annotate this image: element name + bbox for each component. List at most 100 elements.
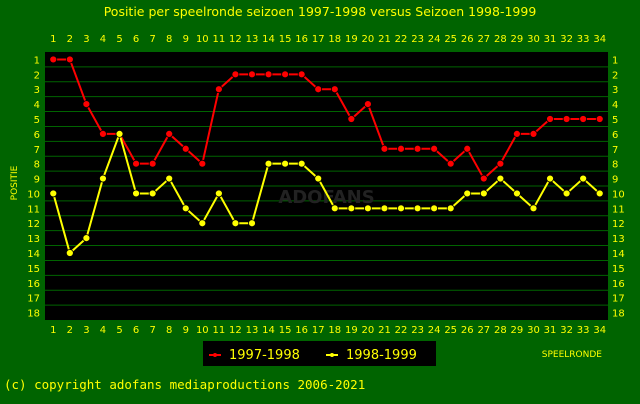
data-point-1 [264, 159, 273, 168]
data-point-0 [330, 85, 339, 94]
data-point-1 [281, 159, 290, 168]
data-point-0 [281, 70, 290, 79]
y-tick-label-left: 11 [27, 204, 40, 215]
x-tick-label-top: 9 [183, 34, 189, 45]
x-tick-label-bottom: 2 [67, 325, 73, 336]
data-point-0 [181, 144, 190, 153]
x-tick-label-top: 15 [279, 34, 292, 45]
x-tick-label-bottom: 16 [295, 325, 308, 336]
data-point-1 [579, 174, 588, 183]
data-point-0 [248, 70, 256, 79]
x-tick-label-top: 7 [149, 34, 155, 45]
y-axis-label: POSITIE [10, 165, 20, 200]
x-tick-label-bottom: 20 [362, 325, 375, 336]
legend-marker-0 [213, 353, 217, 357]
data-point-1 [181, 204, 190, 213]
legend-label-1: 1998-1999 [346, 348, 417, 363]
watermark-logo: ADOFANS [278, 187, 374, 208]
x-tick-label-bottom: 1 [50, 325, 56, 336]
x-tick-label-bottom: 12 [229, 325, 242, 336]
y-tick-label-left: 10 [27, 189, 40, 200]
data-point-0 [579, 115, 588, 123]
y-tick-label-left: 7 [34, 145, 40, 156]
data-point-0 [165, 129, 174, 138]
series-line-0 [53, 58, 600, 181]
data-point-0 [297, 70, 306, 79]
y-tick-label-left: 3 [34, 85, 40, 96]
data-point-0 [363, 100, 372, 109]
x-tick-label-top: 8 [166, 34, 172, 45]
data-point-1 [297, 159, 306, 168]
data-point-1 [214, 189, 223, 198]
data-point-1 [115, 129, 124, 138]
data-point-0 [231, 70, 240, 79]
data-point-0 [347, 115, 356, 123]
x-tick-label-top: 27 [477, 34, 490, 45]
y-tick-label-right: 15 [612, 264, 625, 275]
y-tick-label-right: 6 [612, 130, 618, 141]
y-tick-label-right: 12 [612, 219, 625, 230]
data-point-0 [446, 159, 455, 168]
chart-title: Positie per speelronde seizoen 1997-1998… [104, 4, 537, 19]
x-tick-label-top: 28 [494, 34, 507, 45]
data-point-1 [347, 204, 356, 213]
x-tick-label-bottom: 33 [577, 325, 590, 336]
legend-marker-1 [330, 353, 334, 357]
x-tick-label-bottom: 14 [262, 325, 275, 336]
y-tick-label-left: 16 [27, 279, 40, 290]
y-tick-label-right: 3 [612, 85, 618, 96]
x-axis-label: SPEELRONDE [542, 350, 603, 360]
data-point-1 [165, 174, 174, 183]
x-tick-label-top: 4 [100, 34, 106, 45]
data-point-0 [413, 144, 422, 153]
y-tick-label-right: 4 [612, 100, 618, 111]
data-point-1 [198, 219, 207, 228]
data-point-0 [546, 115, 554, 123]
x-tick-label-top: 21 [378, 34, 391, 45]
x-tick-label-top: 10 [196, 34, 209, 45]
plot-area: ADOFANS112233445566778899101011111212131… [27, 34, 624, 336]
x-tick-label-top: 3 [83, 34, 89, 45]
x-tick-label-top: 18 [328, 34, 341, 45]
y-tick-label-left: 13 [27, 234, 40, 245]
x-tick-label-bottom: 13 [246, 325, 259, 336]
data-point-1 [314, 174, 323, 183]
y-tick-label-left: 5 [34, 115, 40, 126]
data-point-0 [132, 159, 140, 168]
x-tick-label-top: 26 [461, 34, 474, 45]
x-tick-label-bottom: 7 [149, 325, 155, 336]
x-tick-label-bottom: 6 [133, 325, 139, 336]
x-tick-label-top: 5 [116, 34, 122, 45]
x-tick-label-top: 6 [133, 34, 139, 45]
data-point-1 [562, 189, 571, 198]
copyright-text: (c) copyright adofans mediaproductions 2… [4, 377, 365, 392]
y-tick-label-right: 2 [612, 70, 618, 81]
y-tick-label-left: 18 [27, 309, 40, 320]
y-tick-label-left: 1 [34, 55, 40, 66]
data-point-1 [248, 219, 256, 228]
x-tick-label-bottom: 32 [560, 325, 573, 336]
x-tick-label-top: 12 [229, 34, 242, 45]
data-point-1 [49, 189, 58, 198]
data-point-1 [430, 204, 439, 213]
data-point-0 [65, 55, 74, 64]
data-point-1 [496, 174, 505, 183]
x-tick-label-bottom: 29 [511, 325, 524, 336]
y-tick-label-right: 13 [612, 234, 625, 245]
x-tick-label-bottom: 26 [461, 325, 474, 336]
y-tick-label-right: 7 [612, 145, 618, 156]
data-point-1 [446, 204, 455, 213]
y-tick-label-right: 10 [612, 189, 625, 200]
x-tick-label-top: 25 [444, 34, 457, 45]
data-point-0 [595, 115, 604, 123]
data-point-1 [463, 189, 472, 198]
legend: 1997-1998 1998-1999 [203, 341, 436, 366]
x-tick-label-bottom: 19 [345, 325, 358, 336]
data-point-1 [529, 204, 538, 213]
x-tick-label-top: 20 [362, 34, 375, 45]
y-tick-label-left: 15 [27, 264, 40, 275]
x-tick-label-top: 22 [395, 34, 408, 45]
data-point-0 [562, 115, 571, 123]
data-point-1 [330, 204, 339, 213]
